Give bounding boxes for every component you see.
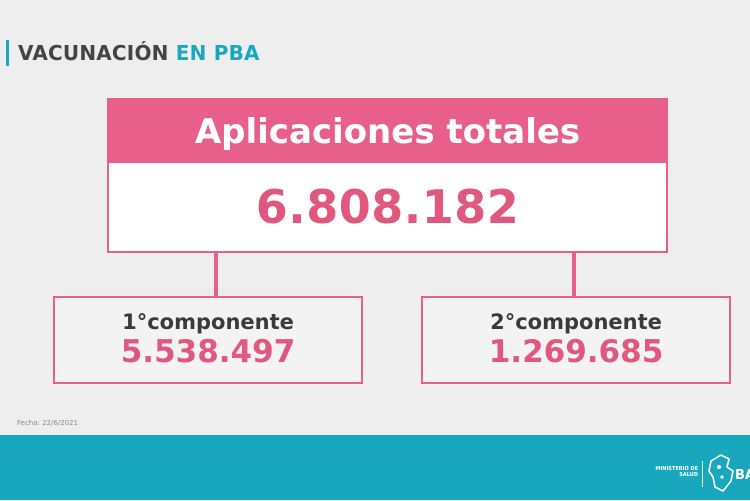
page-title: VACUNACIÓN EN PBA [6,38,260,68]
footer-divider [702,461,703,487]
second-dose-card: 2°componente 1.269.685 [421,296,731,384]
title-highlight: EN PBA [175,41,260,65]
title-prefix: VACUNACIÓN [18,41,169,65]
total-applications-label: Aplicaciones totales [194,111,581,152]
second-dose-label: 2°componente [490,310,662,334]
title-accent-bar [6,40,9,66]
connector-right [572,253,576,298]
second-dose-value: 1.269.685 [488,334,664,370]
first-dose-card: 1°componente 5.538.497 [53,296,363,384]
connector-left [214,253,218,298]
total-applications-value: 6.808.182 [255,180,520,234]
date-note: Fecha: 22/6/2021 [17,419,79,427]
ministry-label: MINISTERIO DE SALUD [655,466,698,478]
ba-logo-icon: BA [707,451,750,497]
total-applications-card: Aplicaciones totales 6.808.182 [107,98,668,253]
title-text: VACUNACIÓN EN PBA [18,41,260,65]
total-applications-header: Aplicaciones totales [109,100,666,163]
svg-text:BA: BA [735,468,750,483]
first-dose-label: 1°componente [122,310,294,334]
footer-bar: MINISTERIO DE SALUD BA [0,435,750,500]
first-dose-value: 5.538.497 [120,334,296,370]
